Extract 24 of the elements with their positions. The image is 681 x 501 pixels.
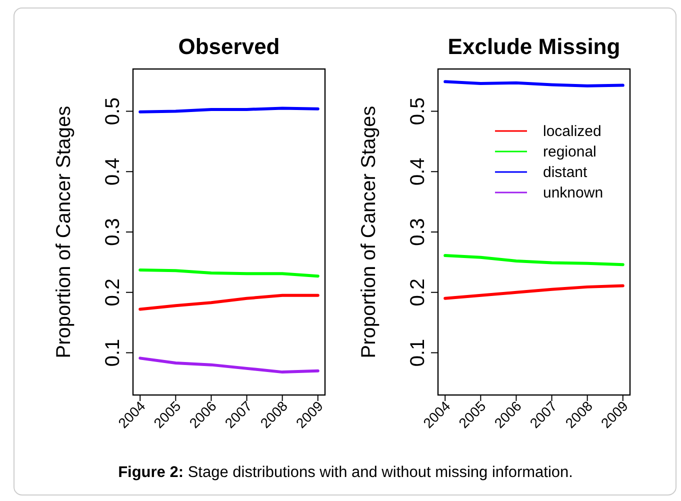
legend-label: distant <box>543 164 588 181</box>
y-tick-label: 0.2 <box>407 278 429 306</box>
y-tick-label: 0.1 <box>102 338 124 367</box>
y-tick-label: 0.4 <box>407 158 429 186</box>
y-tick-label: 0.2 <box>102 278 124 306</box>
legend-label: unknown <box>543 184 604 202</box>
caption: Figure 2: Stage distributions with and without missing information. <box>118 464 573 481</box>
chart-title: Observed <box>178 34 280 59</box>
line-series <box>138 268 320 278</box>
y-axis-title: Proportion of Cancer Stages <box>358 106 380 358</box>
line-series <box>138 294 320 311</box>
y-tick-label: 0.4 <box>102 158 124 186</box>
chart-title: Exclude Missing <box>448 34 620 59</box>
legend-label: regional <box>543 144 596 160</box>
legend-label: localized <box>543 123 602 140</box>
line-series <box>444 284 624 300</box>
line-series <box>138 356 320 374</box>
line-series <box>444 254 624 266</box>
y-tick-label: 0.3 <box>407 218 429 246</box>
y-tick-label: 0.5 <box>407 97 429 126</box>
y-tick-label: 0.1 <box>407 338 429 367</box>
y-tick-label: 0.5 <box>102 97 124 126</box>
y-tick-label: 0.3 <box>102 218 124 246</box>
y-axis-title: Proportion of Cancer Stages <box>53 106 75 358</box>
